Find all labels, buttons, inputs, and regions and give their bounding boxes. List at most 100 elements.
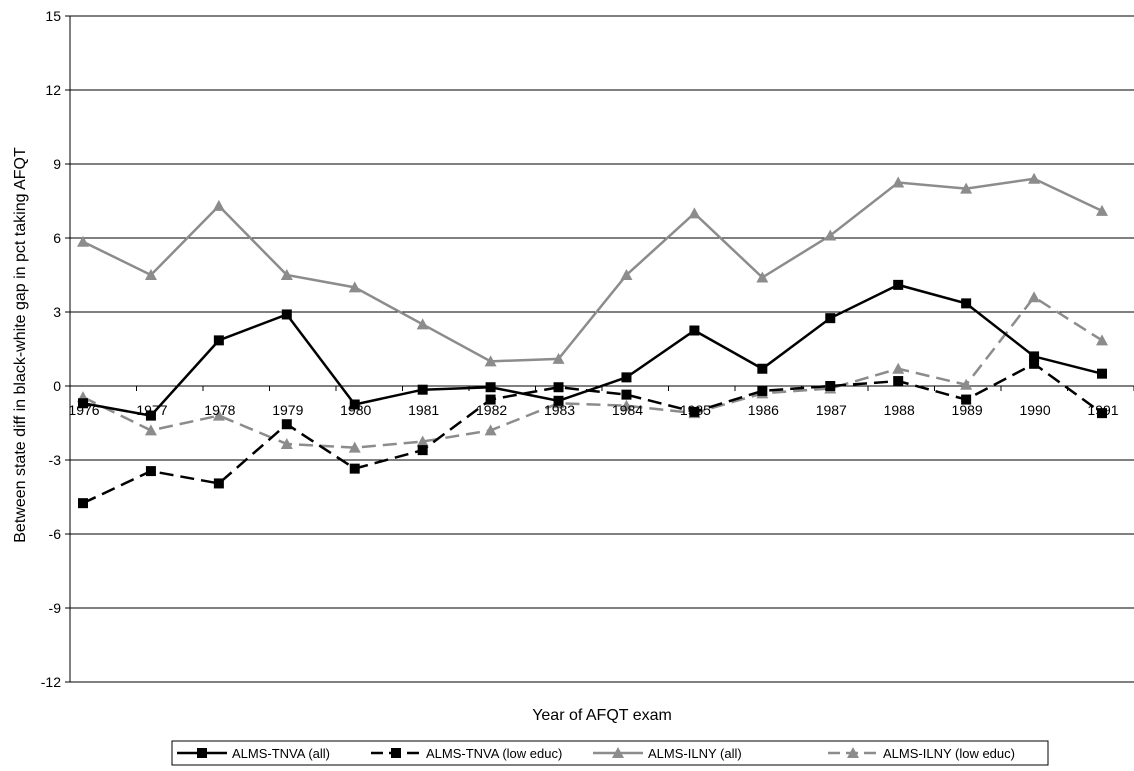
y-tick-label: 6: [53, 230, 61, 246]
x-tick-label: 1978: [204, 402, 235, 418]
legend-label: ALMS-TNVA (low educ): [426, 746, 562, 761]
series-line: [82, 177, 1103, 363]
x-tick-label: 1980: [340, 402, 371, 418]
y-tick-label: 9: [53, 156, 61, 172]
legend: ALMS-TNVA (all) ALMS-TNVA (low educ) ALMS-…: [171, 740, 1049, 766]
y-tick-label: 12: [45, 82, 61, 98]
data-point: [145, 466, 156, 477]
data-point: [349, 463, 360, 474]
x-tick-label: 1991: [1087, 402, 1118, 418]
x-tick-label: 1982: [476, 402, 507, 418]
data-point: [145, 410, 156, 421]
y-tick-label: 3: [53, 304, 61, 320]
data-point: [77, 235, 89, 247]
series-lines: [77, 172, 1108, 509]
data-point: [144, 424, 157, 436]
x-tick-label: 1981: [408, 402, 439, 418]
data-point: [1029, 358, 1040, 369]
x-tick-label: 1988: [884, 402, 915, 418]
data-point: [416, 318, 429, 330]
data-point: [824, 229, 837, 241]
data-point: [213, 335, 224, 346]
data-point: [280, 437, 293, 449]
data-point: [960, 182, 973, 194]
x-tick-label: 1977: [136, 402, 167, 418]
y-tick-label: -6: [49, 526, 62, 542]
data-point: [281, 309, 292, 320]
data-point: [553, 395, 564, 406]
data-point: [281, 419, 292, 430]
data-point: [1028, 291, 1041, 303]
data-point: [144, 269, 157, 280]
legend-swatch-marker: [612, 747, 624, 758]
y-tick-labels: 15 12 9 6 3 0 -3 -6 -9 -12: [41, 8, 61, 690]
data-point: [893, 376, 904, 387]
series-0: [78, 279, 1107, 421]
data-point: [553, 382, 564, 393]
y-tick-label: -9: [49, 600, 62, 616]
x-tick-label: 1985: [680, 402, 711, 418]
legend-swatch-marker: [847, 747, 859, 758]
x-tick-label: 1990: [1019, 402, 1050, 418]
data-point: [417, 384, 428, 395]
legend-swatch-marker: [391, 748, 401, 758]
x-tick-label: 1979: [272, 402, 303, 418]
x-tick-labels: 1976 1977 1978 1979 1980 1981 1982 1983 1984 1985…: [68, 402, 1118, 418]
data-point: [484, 424, 497, 436]
series-line: [82, 362, 1103, 505]
data-point: [825, 313, 836, 324]
data-point: [1029, 351, 1040, 362]
data-point: [620, 269, 633, 280]
legend-entry: ALMS-TNVA (all): [177, 746, 330, 761]
data-point: [757, 363, 768, 374]
x-tick-label: 1986: [748, 402, 779, 418]
data-point: [417, 445, 428, 456]
data-point: [1096, 204, 1108, 216]
legend-entry: ALMS-ILNY (low educ): [828, 746, 1015, 761]
data-point: [688, 207, 701, 219]
series-line: [82, 283, 1103, 417]
data-point: [892, 362, 905, 374]
y-tick-label: -12: [41, 674, 61, 690]
data-point: [484, 355, 497, 367]
data-point: [620, 399, 633, 411]
legend-label: ALMS-ILNY (all): [648, 746, 742, 761]
x-axis-title: Year of AFQT exam: [532, 707, 672, 724]
data-point: [280, 269, 293, 280]
data-point: [892, 176, 905, 188]
data-point: [621, 372, 632, 383]
data-point: [689, 325, 700, 336]
data-point: [1097, 368, 1107, 379]
series-2: [77, 172, 1108, 367]
data-point: [756, 271, 769, 283]
data-point: [552, 352, 565, 364]
data-point: [689, 406, 700, 417]
y-tick-label: -3: [49, 452, 62, 468]
data-point: [78, 498, 88, 509]
x-tick-label: 1983: [544, 402, 575, 418]
x-tick-label: 1976: [68, 402, 99, 418]
data-point: [485, 394, 496, 405]
x-tick-label: 1984: [612, 402, 643, 418]
data-point: [348, 281, 361, 293]
grid-lines: [65, 15, 1134, 683]
data-point: [348, 441, 361, 453]
series-line: [82, 295, 1103, 449]
data-point: [961, 394, 972, 405]
legend-swatch-marker: [197, 748, 207, 758]
data-point: [416, 435, 429, 447]
legend-label: ALMS-ILNY (low educ): [883, 746, 1015, 761]
y-tick-label: 0: [53, 378, 61, 394]
legend-entry: ALMS-TNVA (low educ): [371, 746, 562, 761]
data-point: [757, 385, 768, 396]
data-point: [621, 389, 632, 400]
data-point: [213, 478, 224, 489]
data-point: [893, 279, 904, 290]
legend-entry: ALMS-ILNY (all): [593, 746, 742, 761]
data-point: [825, 381, 836, 391]
series-1: [78, 358, 1107, 509]
y-tick-label: 15: [45, 8, 61, 24]
data-point: [960, 378, 973, 390]
data-point: [1028, 172, 1041, 184]
